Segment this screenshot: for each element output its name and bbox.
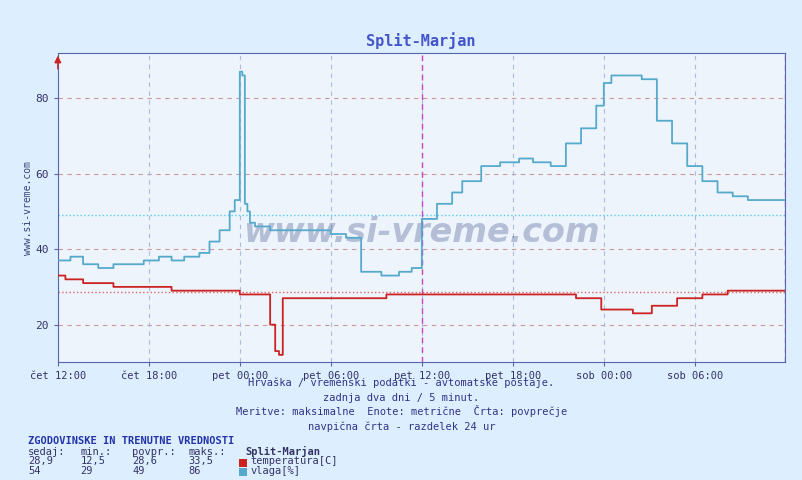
Text: Split-Marjan: Split-Marjan xyxy=(245,446,319,457)
Text: navpična črta - razdelek 24 ur: navpična črta - razdelek 24 ur xyxy=(307,421,495,432)
Text: zadnja dva dni / 5 minut.: zadnja dva dni / 5 minut. xyxy=(323,393,479,403)
Text: 29: 29 xyxy=(80,466,93,476)
Text: 86: 86 xyxy=(188,466,201,476)
Text: min.:: min.: xyxy=(80,447,111,457)
Text: sedaj:: sedaj: xyxy=(28,447,66,457)
Text: maks.:: maks.: xyxy=(188,447,226,457)
Text: temperatura[C]: temperatura[C] xyxy=(250,456,338,466)
Text: Meritve: maksimalne  Enote: metrične  Črta: povprečje: Meritve: maksimalne Enote: metrične Črta… xyxy=(236,405,566,417)
Text: 54: 54 xyxy=(28,466,41,476)
Text: 49: 49 xyxy=(132,466,145,476)
Text: 28,6: 28,6 xyxy=(132,456,157,466)
Text: www.si-vreme.com: www.si-vreme.com xyxy=(242,216,599,249)
Text: ZGODOVINSKE IN TRENUTNE VREDNOSTI: ZGODOVINSKE IN TRENUTNE VREDNOSTI xyxy=(28,436,234,446)
Title: Split-Marjan: Split-Marjan xyxy=(366,32,476,49)
Text: vlaga[%]: vlaga[%] xyxy=(250,466,300,476)
Y-axis label: www.si-vreme.com: www.si-vreme.com xyxy=(22,161,32,254)
Text: 33,5: 33,5 xyxy=(188,456,213,466)
Text: Hrvaška / vremenski podatki - avtomatske postaje.: Hrvaška / vremenski podatki - avtomatske… xyxy=(248,378,554,388)
Text: 12,5: 12,5 xyxy=(80,456,105,466)
Text: 28,9: 28,9 xyxy=(28,456,53,466)
Text: povpr.:: povpr.: xyxy=(132,447,176,457)
